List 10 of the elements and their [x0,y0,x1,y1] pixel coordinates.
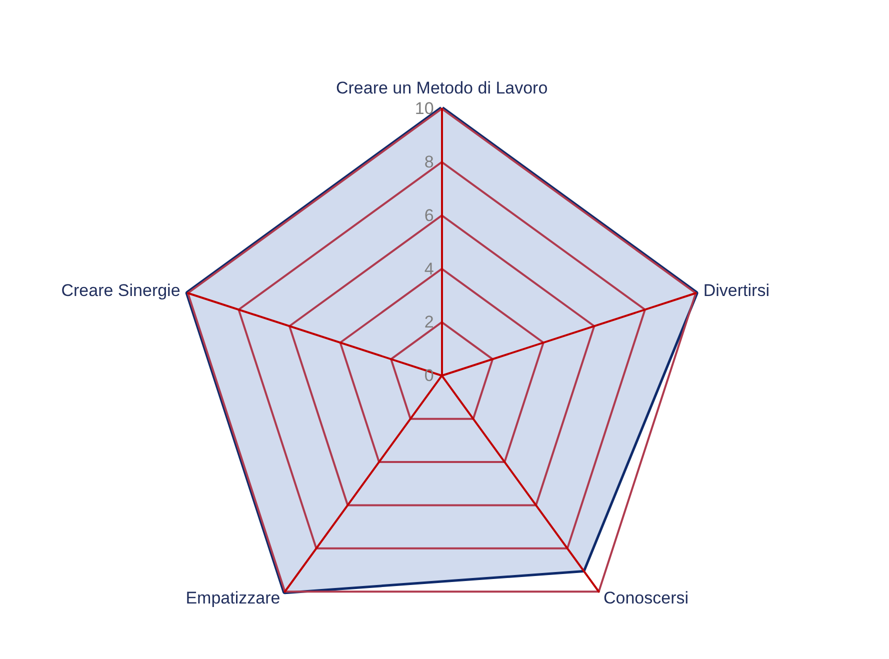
spoke-label: Creare Sinergie [61,281,180,300]
spoke-label: Creare un Metodo di Lavoro [336,78,548,98]
y-tick-label: 2 [424,312,434,332]
y-tick-label: 4 [424,259,434,278]
y-tick-label: 6 [424,206,434,225]
spoke-label: Divertirsi [703,281,770,300]
y-tick-label: 10 [414,99,434,118]
spoke-label: Conoscersi [603,588,689,608]
spoke-label: Empatizzare [186,588,280,608]
y-tick-label: 8 [424,152,434,172]
